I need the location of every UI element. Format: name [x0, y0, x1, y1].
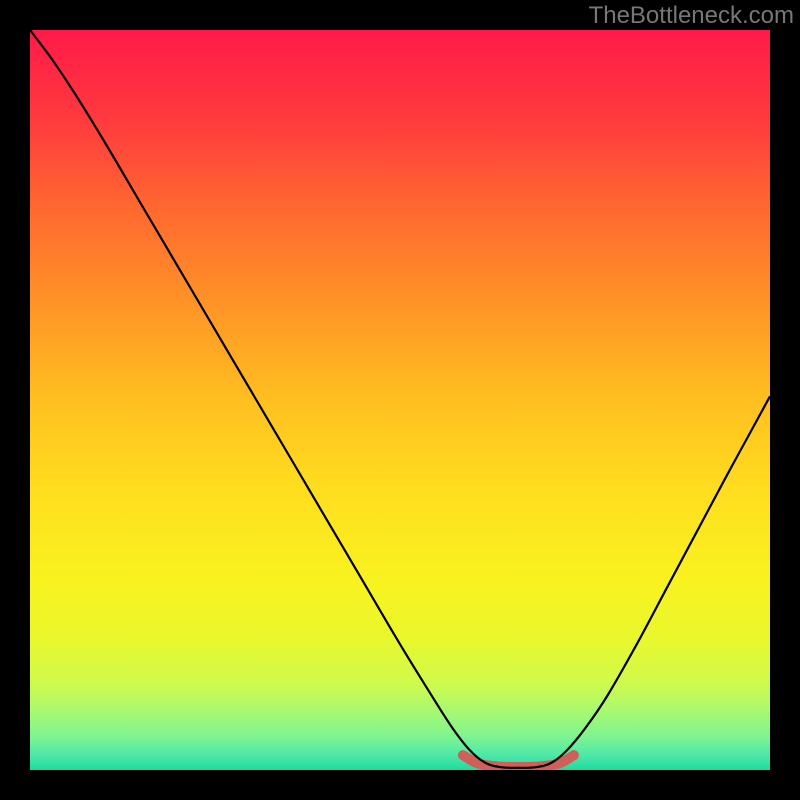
bottleneck-chart: [0, 0, 800, 800]
chart-container: TheBottleneck.com: [0, 0, 800, 800]
watermark-text: TheBottleneck.com: [589, 2, 794, 30]
plot-background: [30, 30, 770, 770]
